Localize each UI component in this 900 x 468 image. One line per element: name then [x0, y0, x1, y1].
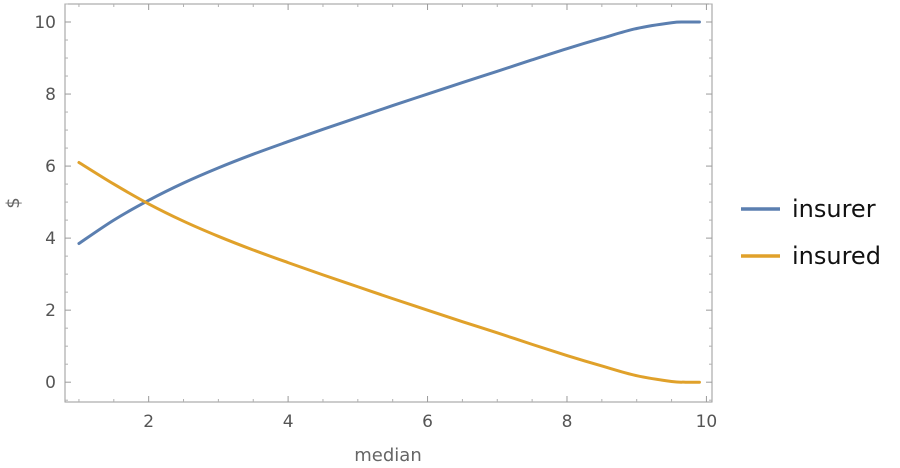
y-tick-label: 8 [45, 85, 56, 105]
legend-label-insurer: insurer [792, 195, 876, 223]
x-tick-label: 2 [143, 412, 154, 432]
series-lines [77, 20, 701, 384]
x-tick-label: 6 [422, 412, 433, 432]
y-tick-label: 2 [45, 301, 56, 321]
series-line-insured [77, 160, 701, 384]
x-tick-label: 10 [696, 412, 718, 432]
y-tick-label: 10 [34, 13, 56, 33]
plot-frame [64, 3, 713, 403]
y-tick-label: 0 [45, 373, 56, 393]
x-axis-title: median [354, 445, 421, 466]
x-tick-label: 4 [283, 412, 294, 432]
y-tick-label: 4 [45, 229, 56, 249]
legend: insurer insured [741, 195, 881, 270]
series-line-insurer [77, 20, 701, 246]
axis-ticks [65, 3, 712, 402]
y-tick-label: 6 [45, 157, 56, 177]
x-tick-label: 8 [562, 412, 573, 432]
y-axis-title: $ [3, 197, 24, 208]
axis-tick-labels: 2 4 6 8 10 0 2 4 6 8 10 [34, 13, 717, 432]
legend-label-insured: insured [792, 242, 881, 270]
